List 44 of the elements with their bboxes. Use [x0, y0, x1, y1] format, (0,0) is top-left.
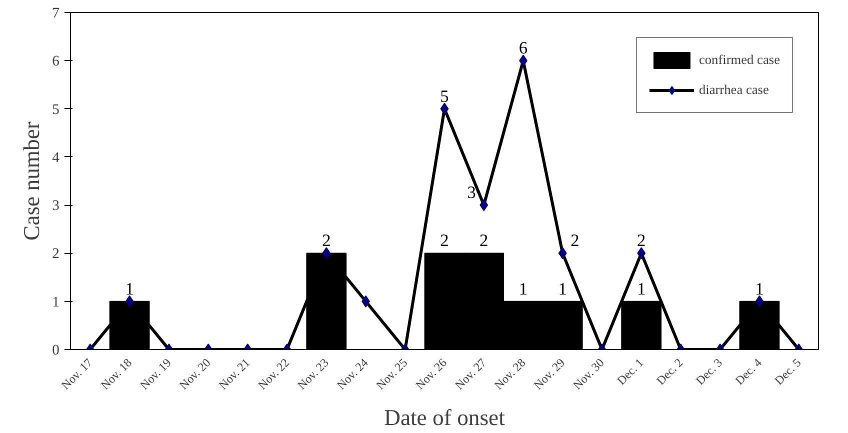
data-label: 3 [467, 183, 476, 202]
legend-label: confirmed case [698, 52, 780, 68]
data-label: 1 [518, 279, 528, 298]
x-axis-title: Date of onset [384, 405, 506, 430]
x-tick-label: Nov. 17 [58, 356, 96, 392]
x-tick-label: Nov. 18 [98, 356, 135, 392]
y-axis-title: Case number [19, 121, 44, 240]
x-tick-label: Nov. 29 [530, 356, 568, 392]
x-tick-label: Dec. 4 [732, 356, 764, 388]
y-tick-label: 3 [52, 198, 60, 214]
x-tick-label: Dec. 5 [772, 356, 804, 388]
x-tick-label: Dec. 3 [692, 356, 726, 388]
x-tick-label: Nov. 26 [412, 356, 450, 392]
x-tick-label: Dec. 1 [614, 356, 646, 388]
x-tick-label: Nov. 21 [216, 356, 253, 392]
x-tick-label: Nov. 25 [373, 356, 410, 392]
data-label: 2 [570, 231, 580, 250]
data-label: 2 [322, 231, 331, 250]
y-tick-label: 7 [52, 6, 60, 22]
y-tick-label: 4 [52, 150, 60, 166]
x-tick-label: Nov. 23 [294, 356, 332, 392]
legend-label: diarrhea case [698, 82, 769, 98]
x-tick-label: Dec. 2 [654, 356, 686, 388]
y-tick-label: 0 [52, 342, 60, 358]
x-tick-label: Nov. 24 [334, 356, 371, 392]
data-label: 1 [755, 279, 764, 298]
x-tick-label: Nov. 27 [452, 356, 489, 392]
data-label: 6 [518, 38, 528, 58]
data-label: 2 [440, 231, 449, 250]
y-tick-label: 6 [52, 54, 60, 70]
x-tick-label: Nov. 20 [176, 356, 214, 392]
y-tick-label: 5 [52, 102, 60, 118]
data-label: 1 [558, 279, 567, 298]
y-tick-label: 2 [52, 246, 60, 262]
x-tick-label: Nov. 28 [491, 356, 528, 392]
x-tick-label: Nov. 22 [255, 356, 292, 392]
y-tick-label: 1 [52, 294, 60, 310]
x-tick-label: Nov. 19 [137, 356, 174, 392]
x-tick-label: Nov. 30 [570, 356, 607, 392]
data-label: 5 [440, 86, 449, 106]
data-label: 1 [637, 279, 646, 298]
data-label: 2 [637, 231, 646, 250]
data-label: 1 [125, 279, 134, 298]
data-label: 2 [480, 231, 488, 250]
